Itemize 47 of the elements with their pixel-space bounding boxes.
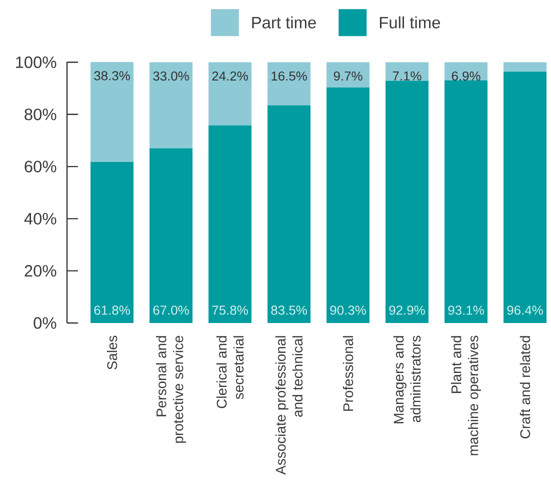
x-tick-label: Professional bbox=[342, 336, 354, 411]
bar bbox=[444, 80, 488, 323]
data-label: 6.9% bbox=[452, 71, 480, 81]
x-tick-label: Clerical and secretarial bbox=[216, 336, 244, 408]
bar bbox=[208, 125, 252, 323]
legend-label: Part time bbox=[252, 16, 316, 28]
bar bbox=[386, 62, 429, 81]
y-tick-label: 40% bbox=[24, 212, 56, 225]
bar bbox=[268, 105, 311, 323]
data-label: 96.4% bbox=[507, 306, 543, 315]
bar bbox=[150, 148, 193, 323]
x-tick-label: Sales bbox=[106, 336, 118, 370]
x-tick-label: Personal and protective service bbox=[156, 336, 186, 443]
y-tick-label: 80% bbox=[24, 108, 56, 120]
bar bbox=[90, 62, 134, 162]
data-label: 33.0% bbox=[153, 71, 189, 81]
data-label: 83.5% bbox=[271, 306, 307, 315]
data-label: 90.3% bbox=[330, 306, 366, 315]
bar bbox=[208, 62, 252, 126]
x-tick-label: Associate professional and technical bbox=[275, 336, 303, 475]
data-label: 7.1% bbox=[392, 71, 422, 81]
bar bbox=[504, 72, 547, 323]
bar bbox=[504, 62, 547, 72]
y-tick-label: 20% bbox=[24, 265, 56, 277]
y-tick-label: 0% bbox=[34, 317, 56, 329]
x-tick-label: Managers and administrators bbox=[393, 336, 421, 424]
data-label: 24.2% bbox=[212, 71, 248, 81]
data-label: 67.0% bbox=[153, 306, 189, 315]
data-label: 61.8% bbox=[94, 306, 130, 315]
data-label: 93.1% bbox=[448, 306, 484, 315]
data-label: 75.8% bbox=[212, 306, 248, 315]
bar bbox=[386, 80, 429, 323]
data-label: 16.5% bbox=[272, 71, 307, 81]
bar bbox=[90, 162, 134, 323]
legend-label: Full time bbox=[380, 16, 440, 28]
bar bbox=[150, 62, 193, 148]
y-tick-label: 100% bbox=[16, 56, 56, 68]
bar bbox=[326, 88, 370, 323]
data-label: 38.3% bbox=[94, 71, 130, 80]
x-tick-label: Craft and related bbox=[520, 336, 530, 438]
y-tick-label: 60% bbox=[24, 160, 56, 172]
bar bbox=[268, 62, 311, 106]
data-label: 92.9% bbox=[389, 306, 425, 315]
x-tick-label: Plant and machine operatives bbox=[451, 336, 481, 456]
bar bbox=[326, 62, 370, 88]
data-label: 9.7% bbox=[334, 71, 362, 81]
bar bbox=[444, 62, 488, 80]
